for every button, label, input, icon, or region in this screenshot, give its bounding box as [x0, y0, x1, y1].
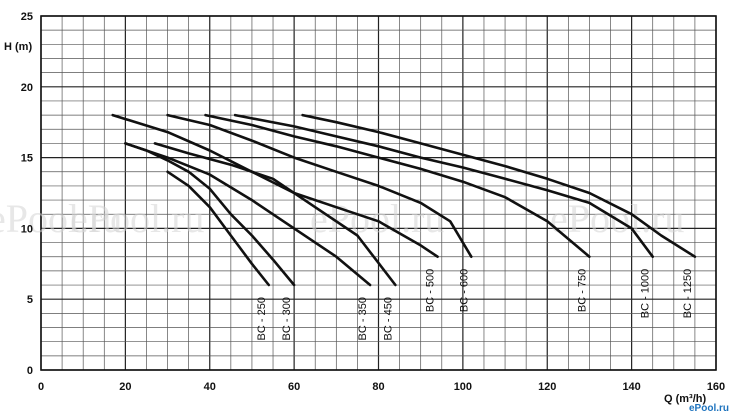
- x-tick-label: 20: [119, 381, 131, 393]
- series-label: BC - 1250: [682, 269, 694, 319]
- series-labels: BC - 250 BC - 300 BC - 350 BC - 450 BC - 500…: [256, 269, 694, 341]
- x-tick-label: 140: [622, 381, 640, 393]
- y-tick-label: 10: [21, 223, 33, 235]
- series-line: [301, 113, 697, 258]
- y-tick-label: 0: [27, 365, 33, 377]
- y-axis-label: H (m): [4, 41, 32, 53]
- grid: [40, 15, 717, 371]
- y-tick-label: 5: [27, 294, 33, 306]
- series-line: [204, 113, 591, 258]
- series-label: BC - 600: [458, 269, 470, 312]
- x-tick-label: 80: [372, 381, 384, 393]
- series-label: BC - 750: [576, 269, 588, 312]
- x-tick-label: 60: [288, 381, 300, 393]
- x-axis-label: Q (m³/h): [664, 393, 706, 405]
- series-line: [153, 142, 397, 287]
- x-tick-label: 100: [454, 381, 472, 393]
- x-tick-label: 0: [38, 381, 44, 393]
- y-tick-label: 25: [21, 11, 33, 23]
- y-tick-label: 15: [21, 153, 33, 165]
- series-line: [111, 113, 439, 258]
- series-line: [166, 170, 271, 287]
- y-tick-label: 20: [21, 82, 33, 94]
- series-label: BC - 1000: [640, 269, 652, 319]
- series-label: BC - 500: [425, 269, 437, 312]
- series-line: [166, 113, 473, 258]
- corner-logo: ePool.ru: [689, 403, 729, 414]
- series-label: BC - 250: [256, 297, 268, 340]
- series-label: BC - 350: [357, 297, 369, 340]
- series-line: [124, 142, 372, 287]
- tick-labels: 0 20 40 60 80 100 120 140 160 0 5 10 15 20 25: [21, 11, 725, 393]
- watermark-text: ePool.ru: [70, 196, 204, 241]
- x-tick-label: 120: [538, 381, 556, 393]
- series-line: [233, 113, 654, 258]
- series-label: BC - 300: [281, 297, 293, 340]
- x-tick-label: 40: [204, 381, 216, 393]
- plot-frame: [40, 15, 717, 371]
- series-lines: [111, 113, 697, 287]
- series-label: BC - 450: [382, 297, 394, 340]
- watermark-text: ePool.ru: [0, 196, 122, 241]
- x-tick-label: 160: [707, 381, 725, 393]
